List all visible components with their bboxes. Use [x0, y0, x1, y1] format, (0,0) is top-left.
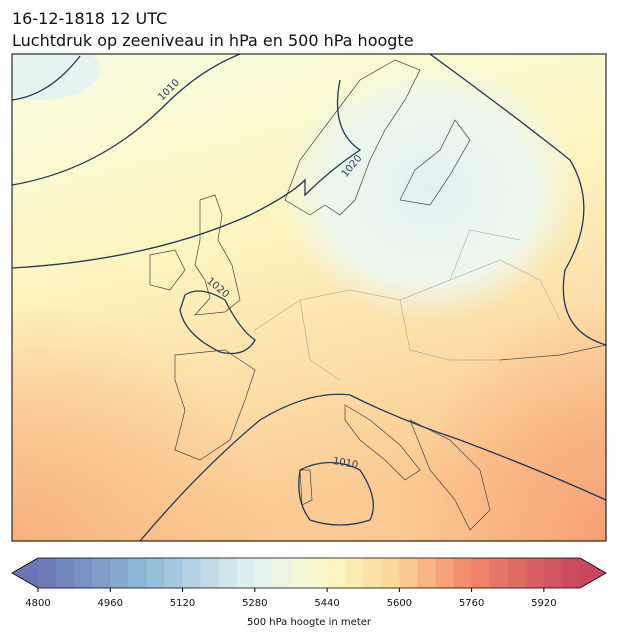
- colorbar-bin: [543, 558, 563, 588]
- title: 16-12-1818 12 UTC: [12, 9, 167, 28]
- colorbar-extend-low: [12, 558, 38, 588]
- colorbar-bin: [128, 558, 147, 588]
- colorbar-bin: [453, 558, 473, 588]
- colorbar-tick-label: 5600: [387, 598, 412, 609]
- colorbar-bin: [182, 558, 202, 588]
- colorbar-tick-label: 5920: [531, 598, 556, 609]
- colorbar-bin: [272, 558, 292, 588]
- colorbar-bin: [38, 558, 57, 588]
- map: [12, 54, 606, 541]
- colorbar-bin: [56, 558, 75, 588]
- colorbar-tick-label: 4800: [25, 598, 50, 609]
- colorbar-tick-label: 5280: [242, 598, 267, 609]
- colorbar-tick-label: 5760: [459, 598, 484, 609]
- colorbar-bin: [290, 558, 310, 588]
- colorbar-bin: [200, 558, 220, 588]
- colorbar-bin: [327, 558, 346, 588]
- map-frame: [11, 53, 607, 542]
- colorbar-tick-label: 4960: [98, 598, 123, 609]
- colorbar-bin: [399, 558, 418, 588]
- contour-label: 1010: [332, 456, 359, 471]
- colorbar-bin: [110, 558, 129, 588]
- colorbar-bin: [345, 558, 364, 588]
- colorbar-bin: [92, 558, 111, 588]
- colorbar-bin: [74, 558, 93, 588]
- colorbar-bin: [381, 558, 400, 588]
- colorbar-bin: [507, 558, 527, 588]
- colorbar-outline: [11, 557, 607, 589]
- colorbar-bin: [471, 558, 491, 588]
- colorbar-bin: [236, 558, 256, 588]
- colorbar: 4800 4960 5120 5280 5440 5600 5760 5920: [11, 557, 607, 609]
- colorbar-bin: [525, 558, 545, 588]
- colorbar-bin: [417, 558, 436, 588]
- subtitle: Luchtdruk op zeeniveau in hPa en 500 hPa…: [12, 31, 414, 50]
- colorbar-bin: [435, 558, 455, 588]
- colorbar-bin: [561, 558, 581, 588]
- colorbar-bin: [218, 558, 238, 588]
- colorbar-bin: [164, 558, 184, 588]
- colorbar-label: 500 hPa hoogte in meter: [247, 617, 372, 628]
- colorbar-extend-high: [580, 558, 606, 588]
- colorbar-bin: [489, 558, 509, 588]
- colorbar-tick-label: 5440: [314, 598, 339, 609]
- colorbar-tick-label: 5120: [170, 598, 195, 609]
- colorbar-bin: [363, 558, 382, 588]
- colorbar-bin: [254, 558, 274, 588]
- colorbar-bin: [309, 558, 328, 588]
- colorbar-bin: [146, 558, 165, 588]
